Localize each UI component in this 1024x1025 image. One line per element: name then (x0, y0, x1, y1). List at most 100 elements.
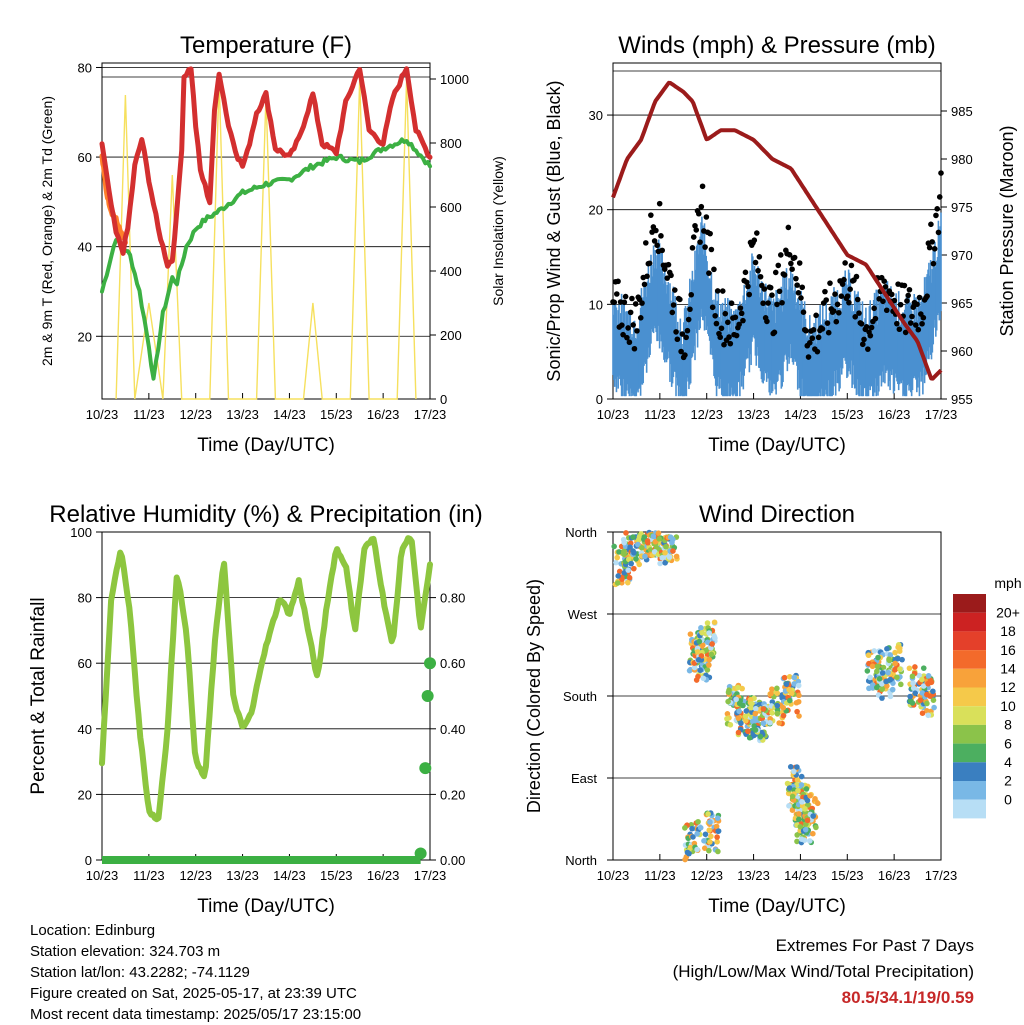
colorbar-label: 0 (1004, 791, 1012, 807)
x-tick-label-3: 16/23 (367, 868, 400, 883)
gust-point (713, 320, 720, 327)
direction-point (887, 676, 894, 683)
direction-point (630, 534, 636, 540)
extremes-values: 80.5/34.1/19/0.59 (841, 988, 974, 1007)
direction-point (787, 763, 794, 770)
gust-point (863, 324, 870, 330)
direction-point (795, 682, 802, 689)
direction-point (743, 717, 749, 724)
direction-point (656, 536, 663, 542)
gust-point (760, 300, 766, 307)
direction-point (651, 548, 658, 555)
gust-point (853, 273, 860, 280)
gust-point (832, 291, 838, 297)
y-tick-label-left-3: 80 (78, 591, 92, 606)
y-tick-label-left-1: 80 (78, 60, 92, 75)
direction-point (697, 824, 704, 831)
gust-point (815, 334, 822, 341)
gust-point (654, 242, 660, 249)
gust-point (842, 260, 848, 266)
gust-point (695, 210, 702, 217)
gust-point (717, 334, 724, 341)
x-tick-label-1: 15/23 (320, 407, 353, 422)
direction-point (794, 708, 800, 715)
direction-point (802, 806, 808, 812)
direction-point (783, 681, 790, 687)
y-tick-label-left-3: 0 (85, 853, 92, 868)
direction-point (924, 700, 930, 707)
gust-point (709, 304, 716, 311)
colorbar-swatch (953, 762, 986, 781)
series-2m-temperature (99, 66, 433, 269)
direction-point (807, 792, 813, 799)
direction-point (735, 684, 741, 691)
series-relative-humidity (99, 535, 433, 823)
direction-point (784, 780, 791, 787)
gust-point (894, 320, 900, 327)
gust-point (847, 286, 853, 292)
gust-point (827, 280, 833, 286)
gust-point (786, 252, 793, 258)
gust-point (630, 322, 636, 328)
gust-point (880, 298, 886, 305)
direction-point (715, 848, 721, 855)
gust-point (659, 247, 665, 254)
gust-point (670, 302, 677, 308)
direction-point (874, 668, 880, 675)
gust-point (708, 246, 715, 253)
gust-point (639, 300, 645, 306)
colorbar-label: 18 (1000, 623, 1016, 639)
direction-point (623, 530, 629, 536)
gust-point (912, 322, 919, 328)
gust-point (854, 296, 861, 303)
gust-point (706, 270, 712, 276)
gust-point (846, 299, 852, 306)
gust-point (916, 294, 923, 301)
gust-point (699, 183, 706, 190)
gust-point (755, 267, 761, 274)
direction-point (798, 782, 805, 788)
gust-point (929, 239, 935, 245)
direction-point (690, 834, 696, 840)
direction-point (624, 579, 631, 586)
gust-point (732, 314, 739, 321)
x-axis-title-1: Time (Day/UTC) (197, 435, 335, 456)
direction-point (704, 667, 711, 673)
direction-point (769, 710, 775, 716)
direction-point (682, 856, 688, 863)
precip-point (424, 657, 436, 670)
direction-point (810, 813, 816, 819)
chart-title-4: Wind Direction (699, 501, 855, 528)
direction-point (774, 702, 781, 709)
direction-point (791, 681, 797, 687)
gust-point (934, 206, 941, 212)
x-tick-label-2: 13/23 (737, 407, 770, 422)
colorbar-label: 20+ (996, 604, 1020, 620)
direction-point (708, 833, 714, 840)
direction-point (789, 793, 796, 800)
gust-point (756, 254, 763, 260)
x-tick-label-4: 15/23 (831, 868, 864, 883)
gust-point (896, 326, 903, 333)
direction-point (739, 685, 745, 692)
direction-point (910, 685, 917, 691)
direction-point (924, 708, 930, 714)
direction-point (666, 554, 673, 560)
direction-point (919, 676, 925, 683)
gust-point (799, 284, 806, 291)
direction-point (631, 549, 637, 556)
direction-point (885, 669, 891, 676)
direction-point (705, 811, 711, 817)
gust-point (891, 297, 898, 304)
gust-point (839, 281, 846, 287)
gust-point (841, 276, 847, 283)
gust-point (736, 321, 742, 328)
direction-point (907, 698, 914, 704)
x-tick-label-4: 13/23 (737, 868, 770, 883)
gust-point (800, 309, 807, 316)
x-tick-label-4: 14/23 (784, 868, 817, 883)
gust-point (767, 284, 774, 291)
direction-point (768, 690, 774, 697)
gust-point (793, 275, 799, 282)
y-tick-label-right-2: 970 (951, 248, 973, 263)
